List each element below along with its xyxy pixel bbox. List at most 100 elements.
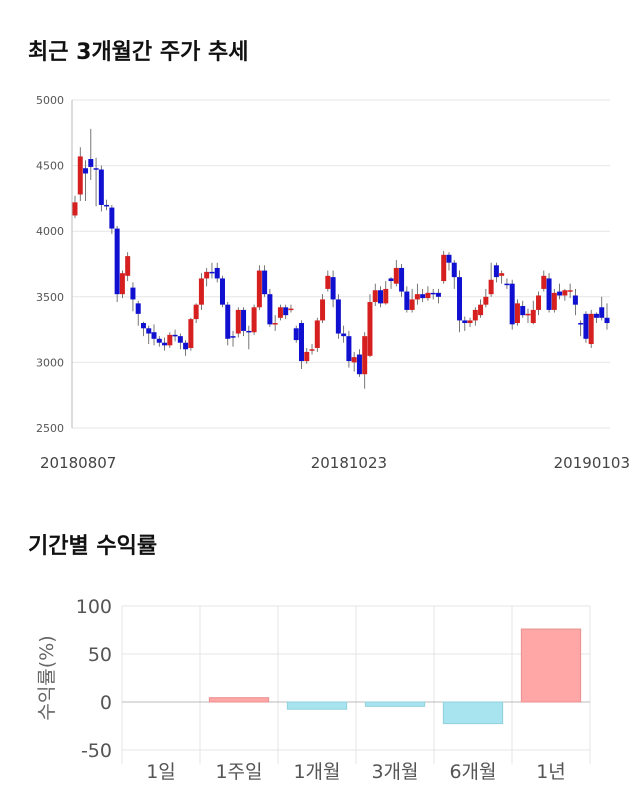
candle-body [536,295,542,310]
y-tick-label: 50 [88,644,112,666]
y-tick-label: 5000 [36,94,64,107]
x-tick-label: 6개월 [449,761,496,783]
candle-body [214,267,220,279]
candle-body [425,292,431,299]
candle-body [162,342,168,346]
candle-body [209,271,215,274]
candle-body [314,320,320,348]
candle-body [119,273,125,295]
candle-body [98,169,104,205]
candle-body [520,305,526,316]
y-tick-label: 3000 [36,356,64,369]
candle-body [246,330,252,333]
x-tick-label: 1년 [536,761,566,783]
candle-body [467,320,473,324]
candle-body [156,338,162,343]
return-bar [520,628,582,703]
candle-body [478,304,484,316]
candle-body [572,295,578,305]
candle-body [135,303,141,314]
x-tick-label: 3개월 [371,761,418,783]
x-tick-label: 20190103 [554,454,630,472]
candle-body [251,307,257,333]
candle-body [167,334,173,346]
candle-body [578,323,584,325]
candle-body [93,168,99,170]
candle-body [204,271,210,279]
y-tick-label: 4000 [36,225,64,238]
candle-body [288,308,294,311]
candle-body [298,323,304,362]
candle-body [351,357,357,363]
candle-body [583,313,589,339]
y-tick-label: -50 [81,740,112,762]
y-tick-label: 4500 [36,160,64,173]
candle-body [393,267,399,284]
y-tick-label: 3500 [36,291,64,304]
candle-body [109,207,115,229]
candle-body [488,279,494,295]
candle-body [83,168,89,174]
candle-body [72,202,78,216]
y-axis-label: 수익률(%) [36,635,58,720]
candle-body [499,273,505,276]
x-tick-label: 1개월 [293,761,340,783]
candle-body [472,309,478,321]
candle-body [125,256,131,276]
candle-body [372,290,378,303]
candle-body [325,275,331,289]
candle-body [530,309,536,324]
y-tick-label: 2500 [36,422,64,435]
candle-body [604,317,610,324]
candle-body [546,278,552,310]
candle-body [267,294,273,325]
candle-body [277,307,283,318]
candle-body [430,292,436,295]
candle-body [557,291,563,296]
candle-body [88,159,94,167]
candle-body [588,313,594,345]
candle-body [446,254,452,263]
candle-body [562,290,568,296]
return-bar [286,701,348,710]
candle-body [188,319,194,348]
return-bar [442,701,504,725]
candle-body [462,320,468,324]
candle-body [541,275,547,289]
candle-body [235,309,241,334]
y-tick-label: 0 [100,692,112,714]
candle-body [593,313,599,318]
candle-body [151,332,157,339]
candle-body [383,288,389,304]
candle-body [193,304,199,320]
candle-body [172,334,178,337]
candle-body [283,307,289,316]
candle-body [399,267,405,292]
candle-body [114,228,120,295]
candle-body [451,262,457,278]
candle-body [567,290,573,292]
candle-body [293,328,299,341]
candle-body [341,333,347,337]
candle-body [414,294,420,300]
candle-body [346,336,352,362]
x-tick-label: 1주일 [215,761,262,783]
candle-body [525,313,531,316]
candle-body [256,270,262,308]
candle-body [198,278,204,305]
price-chart-title: 최근 3개월간 주가 추세 [28,40,249,65]
candle-body [309,349,315,351]
candle-body [378,290,384,304]
candle-body [457,277,463,321]
candle-body [146,328,152,334]
candle-body [493,265,499,278]
candle-body [420,294,426,299]
candle-body [404,291,410,310]
candle-body [435,292,441,297]
candle-body [356,354,362,375]
y-tick-label: 100 [76,596,112,618]
returns-chart-title: 기간별 수익률 [28,534,158,559]
candle-body [335,299,341,334]
candle-body [140,323,146,329]
candle-body [183,342,189,350]
